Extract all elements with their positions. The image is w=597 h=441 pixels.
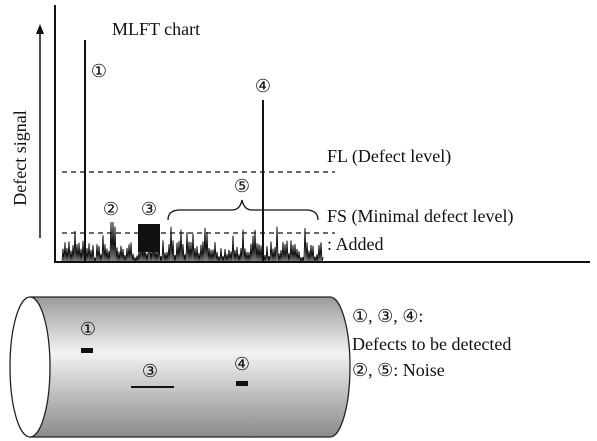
pipe-end: [9, 296, 51, 438]
legend-line: Defects to be detected: [352, 334, 511, 354]
marker: ②: [103, 199, 119, 219]
pipe-marker: ③: [142, 361, 158, 381]
marker: ①: [91, 61, 107, 81]
chart-frame: [54, 5, 590, 263]
noise-trace: [61, 221, 324, 263]
marker: ⑤: [234, 176, 250, 196]
noise: [61, 221, 324, 263]
fl-label: FL (Defect level): [327, 146, 451, 167]
defect-mark: [236, 381, 248, 386]
pipe-marker: ①: [80, 319, 96, 339]
chart-title: MLFT chart: [112, 19, 200, 39]
y-axis-label: Defect signal: [10, 110, 30, 205]
marker: ③: [141, 199, 157, 219]
axis-arrow: [36, 24, 44, 34]
pipe-body: [29, 296, 351, 438]
legend-line: ①, ③, ④:: [352, 306, 423, 326]
defect-mark: [81, 348, 93, 353]
added-label: : Added: [327, 234, 384, 254]
pipe-marker: ④: [234, 354, 250, 374]
legend-line: ②, ⑤: Noise: [352, 360, 445, 380]
marker: ④: [255, 76, 271, 96]
fs-label: FS (Minimal defect level): [327, 206, 513, 227]
brace: [167, 199, 319, 221]
